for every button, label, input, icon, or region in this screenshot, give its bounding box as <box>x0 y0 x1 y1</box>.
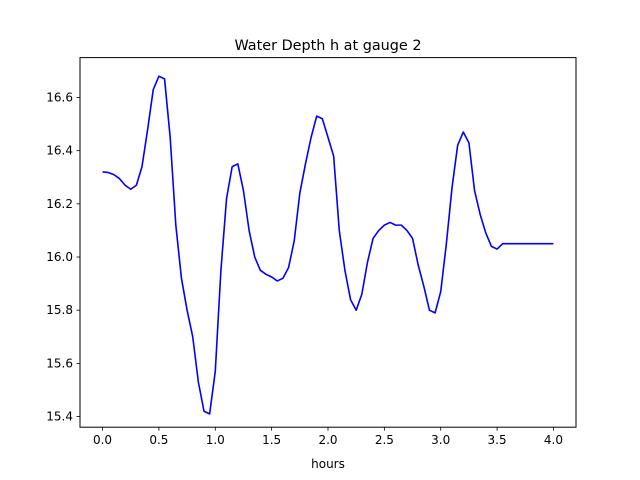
x-tick-label: 3.5 <box>488 433 507 447</box>
x-axis-label: hours <box>311 457 345 471</box>
x-tick-label: 1.0 <box>206 433 225 447</box>
y-tick-label: 16.0 <box>46 250 73 264</box>
y-tick-label: 15.6 <box>46 356 73 370</box>
x-tick-label: 0.5 <box>149 433 168 447</box>
x-axis: 0.0 0.5 1.0 1.5 2.0 2.5 3.0 3.5 4.0 <box>93 427 563 447</box>
x-tick-label: 4.0 <box>544 433 563 447</box>
chart-title: Water Depth h at gauge 2 <box>234 38 421 54</box>
y-tick-label: 16.6 <box>46 90 73 104</box>
x-tick-label: 2.0 <box>318 433 337 447</box>
y-tick-label: 15.8 <box>46 303 73 317</box>
y-tick-label: 16.4 <box>46 144 73 158</box>
x-tick-label: 3.0 <box>431 433 450 447</box>
y-axis: 15.4 15.6 15.8 16.0 16.2 16.4 16.6 <box>46 90 80 424</box>
x-tick-label: 0.0 <box>93 433 112 447</box>
x-tick-label: 1.5 <box>262 433 281 447</box>
series-line <box>102 75 554 415</box>
y-tick-label: 16.2 <box>46 197 73 211</box>
y-tick-label: 15.4 <box>46 410 73 424</box>
x-tick-label: 2.5 <box>375 433 394 447</box>
plot-area <box>102 75 554 415</box>
axes-frame <box>79 57 577 428</box>
